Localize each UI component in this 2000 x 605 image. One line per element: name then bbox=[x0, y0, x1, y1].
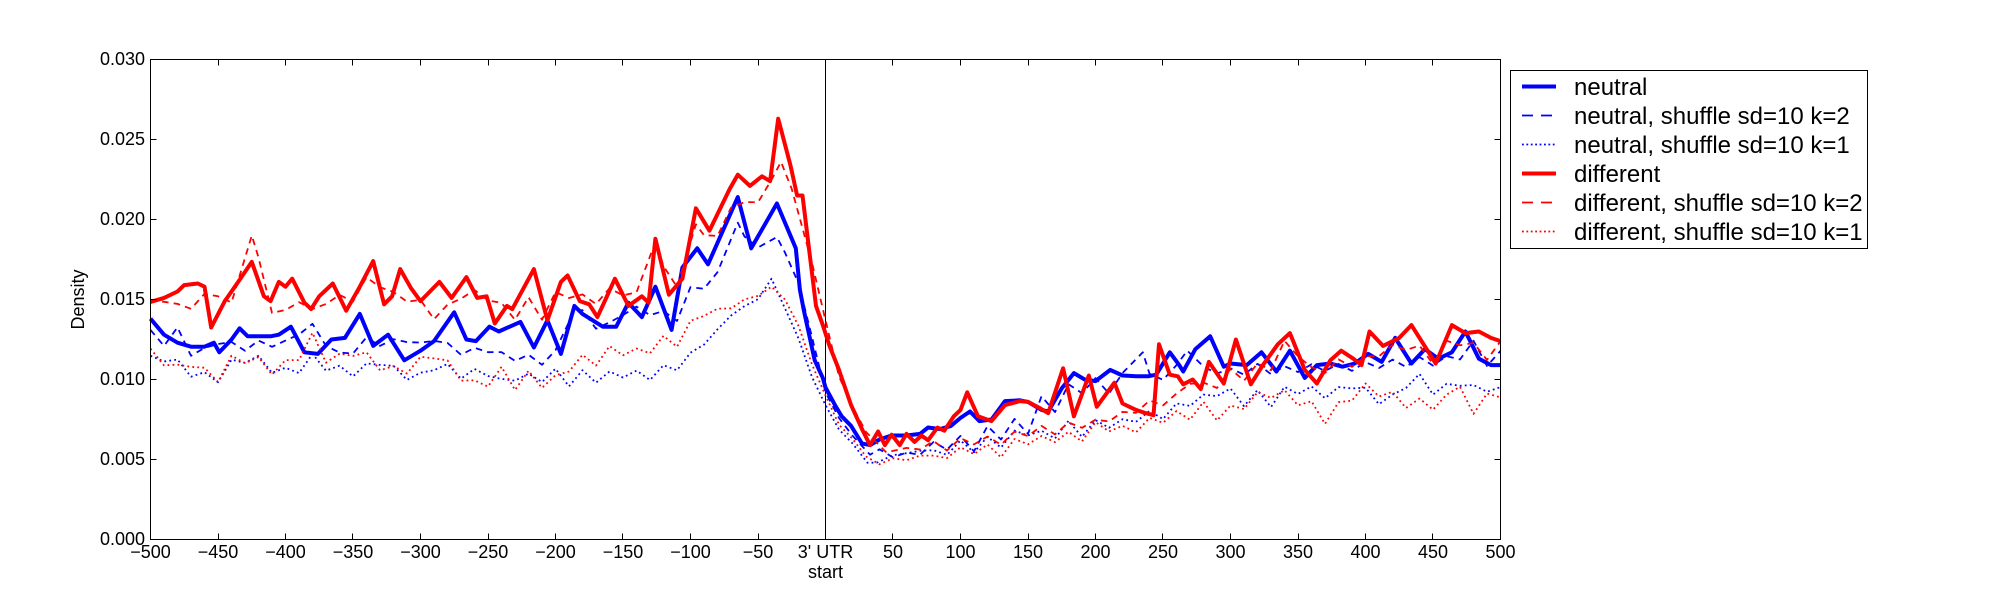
svg-text:0.005: 0.005 bbox=[100, 449, 145, 469]
svg-text:100: 100 bbox=[945, 542, 975, 562]
svg-text:−150: −150 bbox=[603, 542, 644, 562]
svg-text:0.010: 0.010 bbox=[100, 369, 145, 389]
svg-text:0.015: 0.015 bbox=[100, 289, 145, 309]
svg-text:400: 400 bbox=[1350, 542, 1380, 562]
svg-text:different, shuffle sd=10 k=2: different, shuffle sd=10 k=2 bbox=[1574, 190, 1863, 217]
svg-text:−250: −250 bbox=[468, 542, 509, 562]
svg-text:Density: Density bbox=[68, 269, 88, 329]
svg-text:−350: −350 bbox=[333, 542, 374, 562]
svg-text:0.025: 0.025 bbox=[100, 129, 145, 149]
svg-text:−450: −450 bbox=[198, 542, 239, 562]
svg-text:450: 450 bbox=[1418, 542, 1448, 562]
svg-text:300: 300 bbox=[1215, 542, 1245, 562]
svg-text:neutral: neutral bbox=[1574, 74, 1647, 101]
svg-text:50: 50 bbox=[883, 542, 903, 562]
svg-text:−400: −400 bbox=[265, 542, 306, 562]
svg-text:0.030: 0.030 bbox=[100, 49, 145, 69]
svg-text:350: 350 bbox=[1283, 542, 1313, 562]
svg-text:500: 500 bbox=[1485, 542, 1515, 562]
svg-text:−500: −500 bbox=[130, 542, 171, 562]
svg-text:neutral, shuffle sd=10 k=1: neutral, shuffle sd=10 k=1 bbox=[1574, 132, 1850, 159]
svg-text:different: different bbox=[1574, 161, 1661, 188]
svg-text:3' UTR: 3' UTR bbox=[798, 542, 853, 562]
svg-text:0.020: 0.020 bbox=[100, 209, 145, 229]
svg-text:200: 200 bbox=[1080, 542, 1110, 562]
svg-text:0.000: 0.000 bbox=[100, 529, 145, 549]
svg-text:−50: −50 bbox=[743, 542, 774, 562]
svg-text:neutral, shuffle sd=10 k=2: neutral, shuffle sd=10 k=2 bbox=[1574, 103, 1850, 130]
svg-text:−300: −300 bbox=[400, 542, 441, 562]
svg-text:different, shuffle sd=10 k=1: different, shuffle sd=10 k=1 bbox=[1574, 219, 1863, 246]
svg-text:−200: −200 bbox=[535, 542, 576, 562]
svg-text:start: start bbox=[808, 562, 843, 582]
svg-text:150: 150 bbox=[1013, 542, 1043, 562]
svg-text:250: 250 bbox=[1148, 542, 1178, 562]
svg-text:−100: −100 bbox=[670, 542, 711, 562]
